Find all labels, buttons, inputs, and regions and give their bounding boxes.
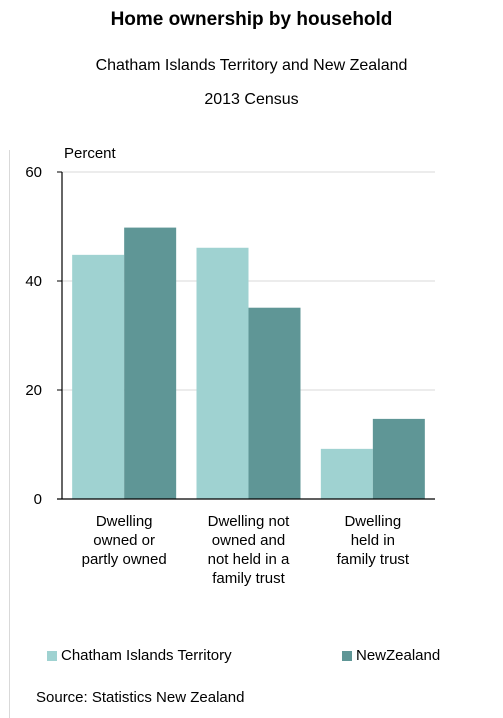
x-category-label: Dwelling held in family trust (336, 513, 410, 568)
legend-item-chatham: Chatham Islands Territory (47, 646, 232, 666)
legend-swatch-chatham (47, 651, 57, 661)
bars (72, 227, 425, 499)
source-note: Source: Statistics New Zealand (36, 689, 245, 706)
bar-new-zealand-2 (372, 418, 425, 499)
bar-chatham-1 (196, 247, 249, 499)
legend-label-chatham: Chatham Islands Territory (61, 647, 232, 664)
x-category-label: Dwelling owned or partly owned (81, 513, 167, 568)
y-tick-label: 0 (34, 491, 42, 508)
bar-new-zealand-0 (124, 227, 177, 499)
y-tick-label: 20 (25, 382, 42, 399)
chart-title: Home ownership by household (110, 9, 393, 30)
bar-chatham-0 (72, 254, 125, 499)
axes: 0 20 40 60 (25, 164, 435, 508)
y-tick-label: 60 (25, 164, 42, 181)
chart-subtitle-line1: Chatham Islands Territory and New Zealan… (95, 57, 408, 74)
chart-subtitle-line2: 2013 Census (204, 91, 299, 108)
legend-swatch-new-zealand (342, 651, 352, 661)
bar-chart: 0 20 40 60 Percent (25, 145, 435, 508)
legend-item-new-zealand: NewZealand (342, 646, 440, 666)
y-axis-label: Percent (64, 145, 117, 162)
y-tick-label: 40 (25, 273, 42, 290)
bar-new-zealand-1 (248, 307, 301, 499)
legend-label-new-zealand: NewZealand (356, 647, 441, 664)
chart-frame-left-border (9, 150, 10, 718)
x-category-label: Dwelling not owned and not held in a fam… (207, 513, 290, 587)
bar-chatham-2 (320, 448, 373, 499)
